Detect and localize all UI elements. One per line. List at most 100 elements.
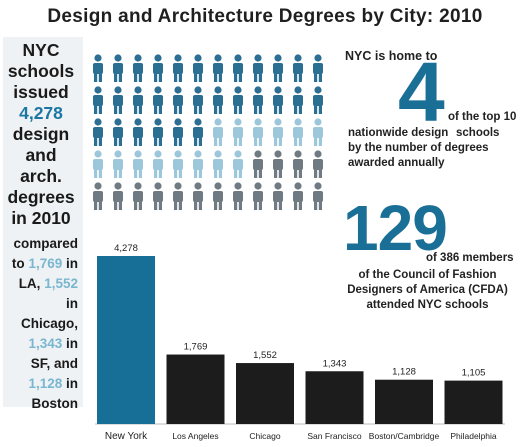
person-icon — [93, 118, 103, 146]
person-icon — [193, 86, 203, 114]
comparison-place-chicago: in Chicago, — [20, 296, 78, 331]
bar-value-label: 4,278 — [114, 243, 138, 254]
person-icon — [233, 118, 243, 146]
top10-line2a: nationwide design — [348, 127, 449, 139]
bar-value-label: 1,128 — [392, 367, 416, 378]
person-icon — [153, 54, 163, 82]
person-icon — [193, 150, 203, 178]
bar-4 — [375, 379, 433, 424]
person-icon — [213, 54, 223, 82]
person-icon — [93, 150, 103, 178]
category-label: New York — [105, 431, 148, 442]
bar-value-label: 1,769 — [184, 342, 208, 353]
top10-suffix: of the top 10 — [448, 111, 517, 123]
person-icon — [93, 54, 103, 82]
nyc-summary: NYC schools issued 4,278 design and arch… — [4, 40, 78, 229]
person-icon — [173, 118, 183, 146]
top10-big-number: 4 — [398, 45, 445, 139]
category-label: San Francisco — [307, 431, 362, 441]
cfda-big-number: 129 — [343, 192, 448, 264]
compared-label: compared to — [11, 236, 78, 271]
person-icon — [273, 150, 283, 178]
person-icon — [193, 54, 203, 82]
person-icon — [173, 182, 183, 210]
nyc-degree-count: 4,278 — [19, 103, 63, 123]
person-icon — [153, 182, 163, 210]
person-icon — [113, 86, 123, 114]
person-icon — [253, 54, 263, 82]
person-icon — [133, 86, 143, 114]
bar-0 — [97, 256, 155, 424]
nyc-summary-intro: NYC schools issued — [7, 40, 75, 102]
person-icon — [293, 150, 303, 178]
person-icon — [153, 118, 163, 146]
comparison-value-boston: 1,128 — [28, 376, 63, 391]
person-icon — [113, 182, 123, 210]
person-icon — [193, 182, 203, 210]
comparison-place-la: in LA, — [18, 256, 78, 291]
person-icon — [93, 86, 103, 114]
category-label: Chicago — [249, 431, 280, 441]
category-label: Los Angeles — [172, 431, 218, 441]
person-icon — [173, 86, 183, 114]
person-icon — [253, 150, 263, 178]
person-icon — [313, 86, 323, 114]
comparison-value-la: 1,769 — [28, 256, 63, 271]
person-icon — [213, 86, 223, 114]
top10-line4: awarded annually — [348, 157, 445, 169]
comparison-text: compared to 1,769 in LA, 1,552 in Chicag… — [8, 234, 78, 414]
person-icon — [113, 118, 123, 146]
person-icon — [273, 54, 283, 82]
top10-prefix: NYC is home to — [345, 49, 438, 63]
comparison-place-boston: in Boston — [31, 376, 79, 411]
person-icon — [233, 182, 243, 210]
person-icon — [313, 182, 323, 210]
person-icon — [253, 182, 263, 210]
cfda-of-text: of 386 members — [426, 252, 514, 264]
comparison-value-chicago: 1,552 — [44, 276, 78, 291]
category-label: Philadelphia — [450, 431, 497, 441]
person-icon — [293, 86, 303, 114]
person-icon — [253, 86, 263, 114]
person-icon — [293, 118, 303, 146]
person-icon — [173, 150, 183, 178]
person-icon — [313, 54, 323, 82]
person-icon — [133, 118, 143, 146]
person-icon — [273, 182, 283, 210]
category-label: Boston/Cambridge — [369, 431, 440, 441]
cfda-description: of the Council of Fashion Designers of A… — [347, 269, 508, 311]
bar-1 — [166, 354, 225, 424]
bar-value-label: 1,343 — [323, 358, 347, 369]
comparison-place-sf: in SF, and — [30, 336, 78, 371]
top10-line3: by the number of degrees — [348, 142, 489, 154]
person-icon — [213, 150, 223, 178]
person-icon — [93, 182, 103, 210]
left-panel — [3, 37, 83, 407]
bar-2 — [236, 363, 294, 424]
person-icon — [153, 86, 163, 114]
person-icon — [313, 118, 323, 146]
page-title: Design and Architecture Degrees by City:… — [47, 6, 483, 27]
person-icon — [233, 54, 243, 82]
person-icon — [233, 150, 243, 178]
person-icon — [313, 150, 323, 178]
person-icon — [173, 54, 183, 82]
person-icon — [153, 150, 163, 178]
person-icon — [253, 118, 263, 146]
person-icon — [133, 54, 143, 82]
person-icon — [233, 86, 243, 114]
person-pictogram — [93, 54, 323, 210]
bar-value-label: 1,552 — [253, 350, 277, 361]
person-icon — [113, 54, 123, 82]
nyc-summary-outro: design and arch. degrees in 2010 — [7, 124, 75, 228]
person-icon — [193, 118, 203, 146]
person-icon — [293, 182, 303, 210]
person-icon — [213, 182, 223, 210]
person-icon — [133, 150, 143, 178]
person-icon — [113, 150, 123, 178]
person-icon — [273, 118, 283, 146]
bar-5 — [444, 380, 503, 424]
bar-3 — [305, 371, 364, 424]
person-icon — [273, 86, 283, 114]
